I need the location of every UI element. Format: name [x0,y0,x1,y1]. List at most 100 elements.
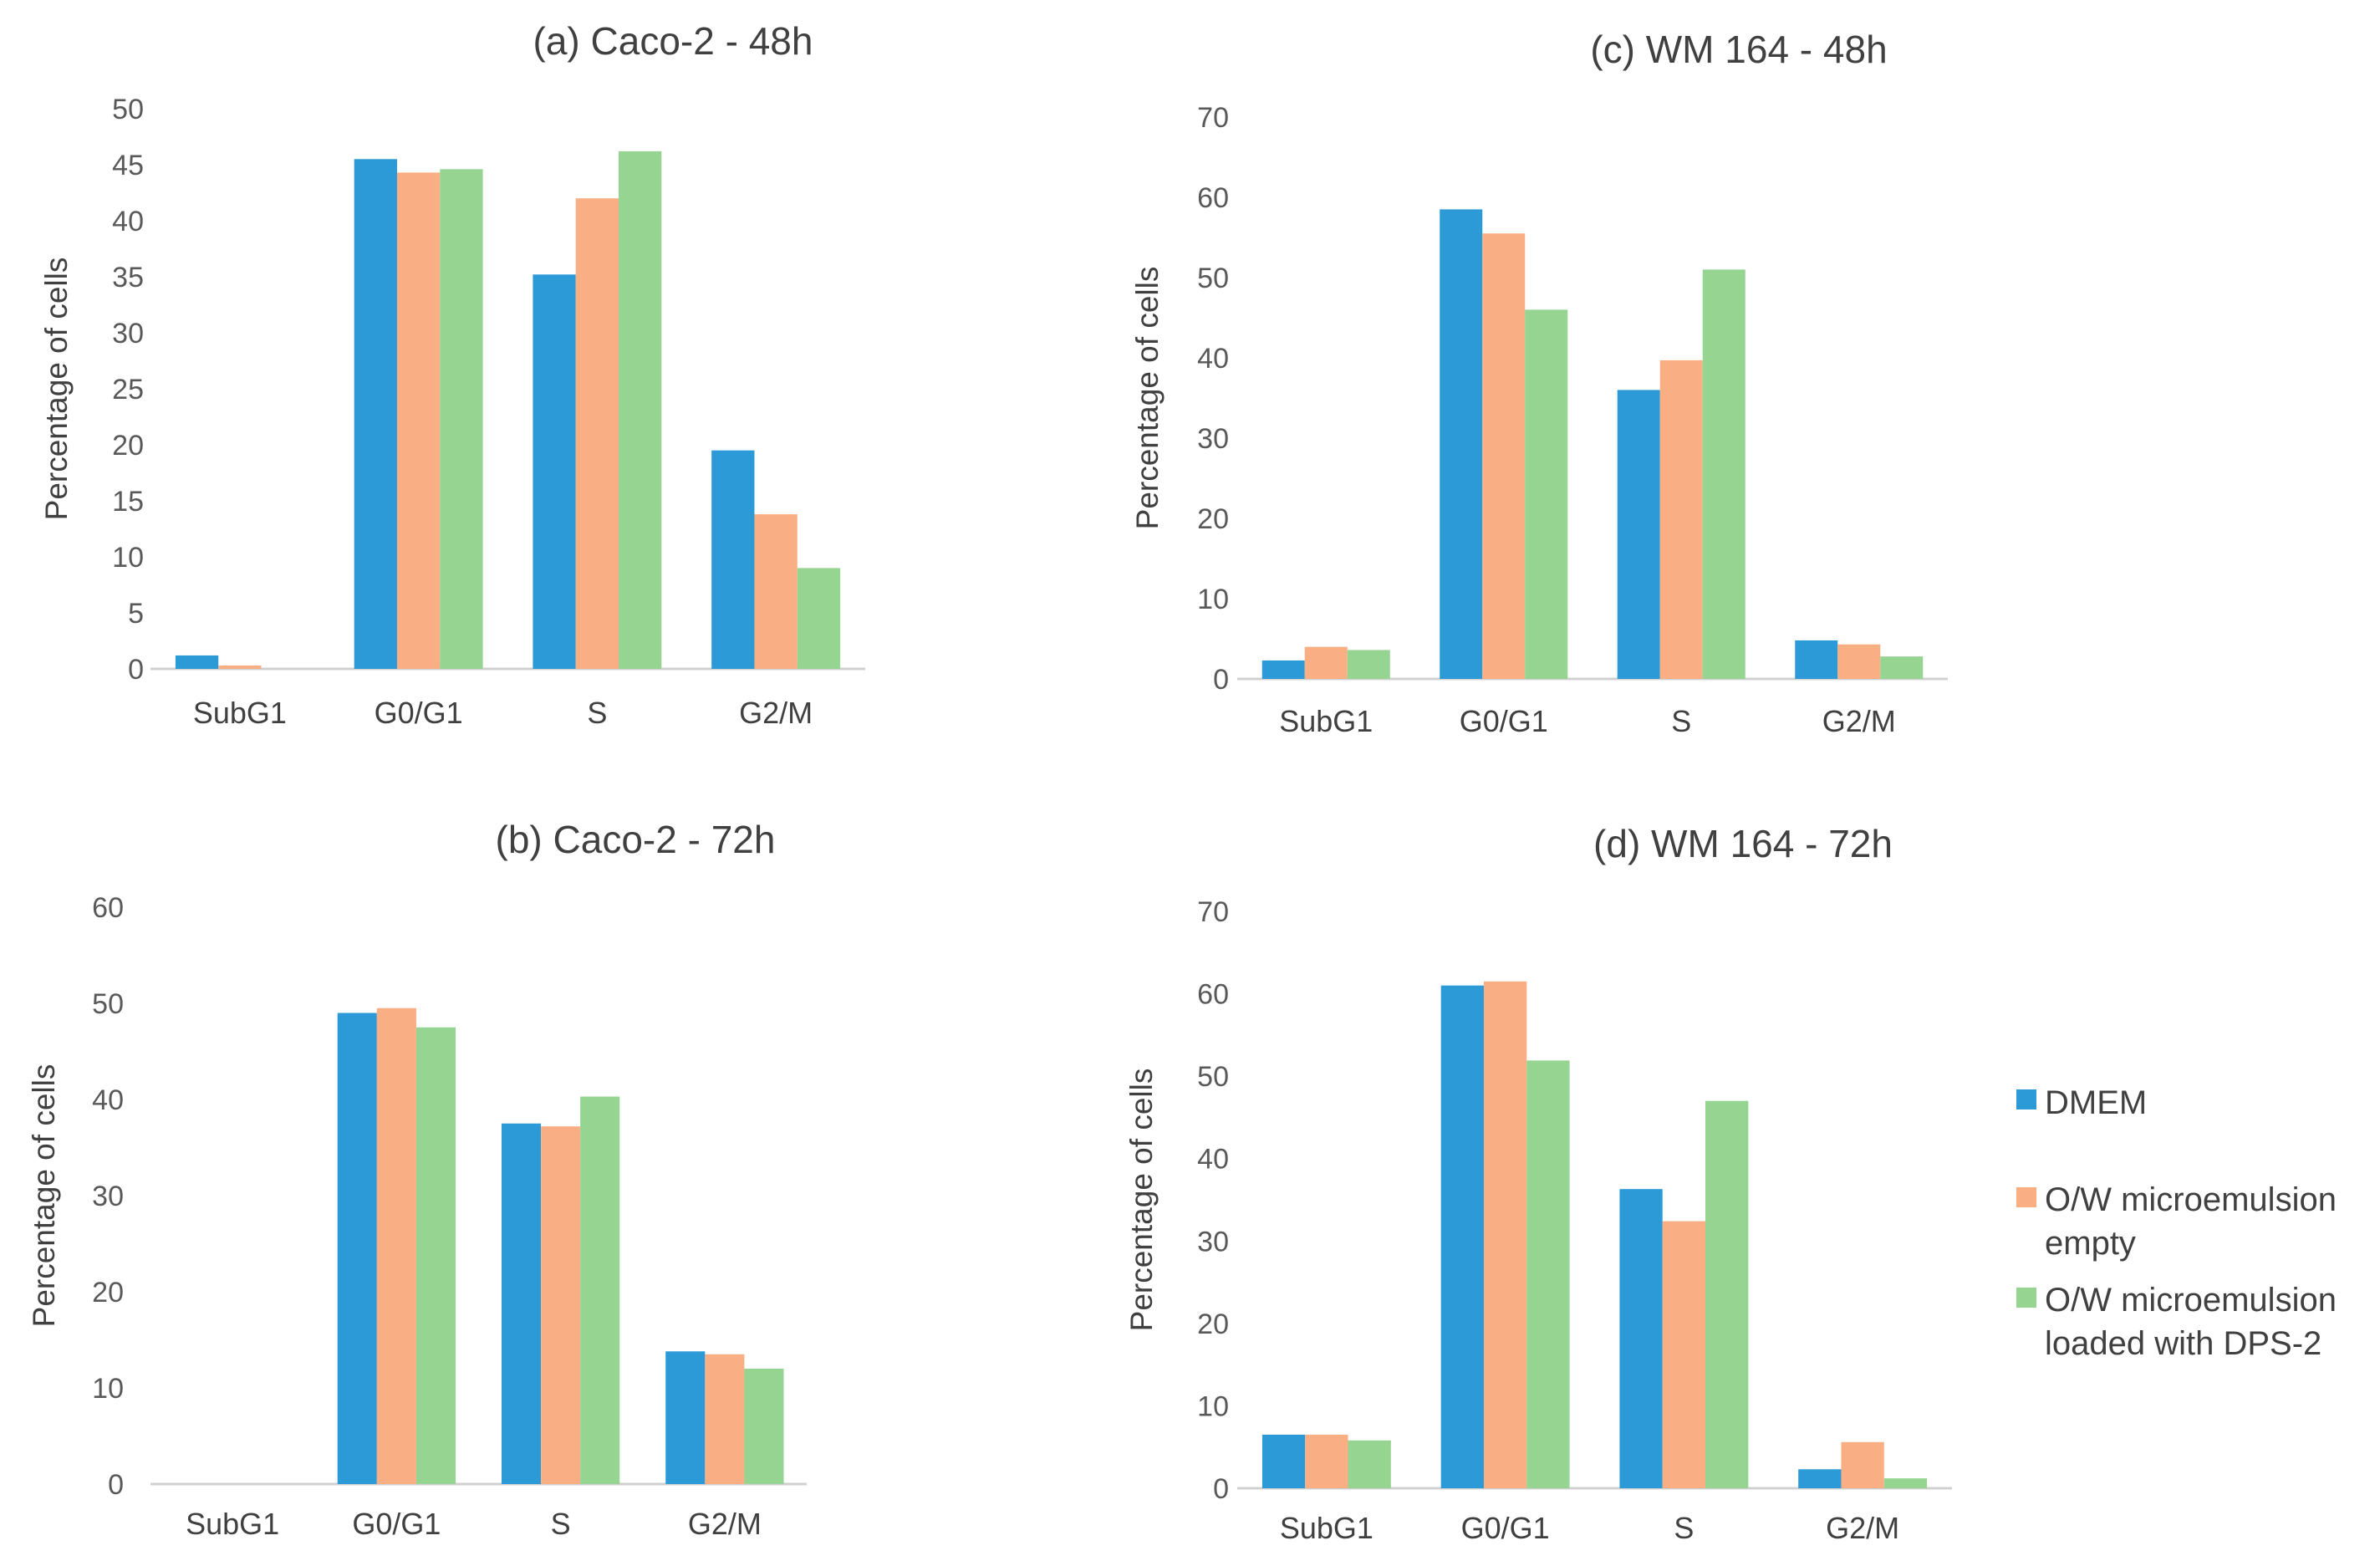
bar-d-1-2 [1526,1060,1570,1488]
bar-a-2-1 [575,198,619,669]
legend-label: loaded with DPS-2 [2045,1325,2321,1362]
x-category-label: G2/M [739,696,813,730]
bar-b-1-0 [337,1013,377,1484]
bar-b-3-1 [705,1354,745,1484]
x-category-label: S [1671,704,1691,738]
x-category-label: SubG1 [1280,1511,1373,1545]
bar-d-1-0 [1440,985,1484,1488]
legend-label: O/W microemulsion [2045,1181,2337,1218]
x-category-label: G2/M [1822,704,1896,738]
y-tick-label: 50 [112,94,144,125]
y-tick-label: 0 [128,654,144,686]
legend-item-empty: O/W microemulsion empty [2016,1181,2337,1262]
y-tick-label: 40 [112,206,144,237]
bar-c-3-0 [1795,640,1838,679]
bar-c-2-1 [1659,360,1703,679]
bar-d-0-2 [1348,1440,1391,1488]
x-category-label: G2/M [688,1507,762,1541]
legend-label: DMEM [2045,1084,2147,1121]
bar-b-2-1 [541,1126,581,1484]
y-tick-label: 15 [112,486,144,518]
legend-item-loaded: O/W microemulsion loaded with DPS-2 [2016,1282,2337,1362]
x-category-label: G2/M [1826,1511,1899,1545]
bar-a-1-0 [354,159,397,670]
y-tick-label: 40 [1197,343,1229,375]
y-tick-label: 20 [1197,1308,1229,1340]
x-category-label: SubG1 [186,1507,279,1541]
y-tick-label: 60 [1197,182,1229,214]
x-category-label: S [587,696,607,730]
bar-a-3-2 [797,568,841,669]
bar-a-3-1 [754,514,798,669]
bar-d-2-0 [1619,1189,1663,1488]
y-tick-label: 60 [92,892,124,924]
y-axis-label: Percentage of cells [1130,267,1165,530]
bar-c-1-1 [1482,233,1526,679]
bar-c-3-2 [1880,656,1924,679]
y-axis-label: Percentage of cells [39,258,74,521]
y-tick-label: 60 [1197,979,1229,1011]
y-tick-label: 20 [1197,503,1229,535]
bar-c-2-0 [1617,390,1660,679]
y-tick-label: 40 [1197,1144,1229,1176]
legend-label: empty [2045,1225,2136,1262]
legend-swatch [2016,1187,2036,1207]
x-category-label: SubG1 [193,696,287,730]
y-axis-label: Percentage of cells [1124,1069,1159,1332]
bar-c-0-2 [1347,650,1390,679]
x-category-label: G0/G1 [375,696,463,730]
legend-swatch [2016,1288,2036,1308]
bar-a-1-2 [440,169,483,670]
bar-c-3-1 [1837,644,1881,679]
bar-d-0-1 [1305,1434,1348,1488]
y-tick-label: 50 [1197,263,1229,294]
bar-a-2-0 [533,274,576,669]
y-tick-label: 70 [1197,102,1229,134]
bar-a-0-1 [218,665,262,669]
chart-title: (a) Caco-2 - 48h [533,19,813,63]
bar-d-0-0 [1261,1434,1306,1488]
y-tick-label: 25 [112,374,144,406]
bar-c-0-0 [1261,660,1305,679]
chart-title: (c) WM 164 - 48h [1590,28,1887,71]
chart-c: (c) WM 164 - 48h Percentage of cells 0 10 20… [1130,28,1948,738]
y-tick-label: 35 [112,262,144,293]
bar-d-3-1 [1841,1441,1884,1488]
y-tick-label: 30 [1197,1226,1229,1257]
bar-c-2-2 [1702,269,1746,679]
y-tick-label: 0 [108,1469,124,1501]
y-tick-label: 30 [92,1181,124,1212]
y-tick-label: 70 [1197,896,1229,928]
bar-a-1-1 [396,172,441,669]
y-tick-label: 30 [112,318,144,349]
bar-b-2-2 [580,1096,620,1484]
x-category-label: G0/G1 [1460,704,1548,738]
bar-d-2-1 [1662,1221,1706,1488]
legend-item-dmem: DMEM [2016,1084,2147,1121]
bar-d-3-0 [1798,1469,1842,1488]
y-tick-label: 40 [92,1084,124,1116]
bar-a-0-0 [175,655,219,669]
y-tick-label: 10 [112,542,144,574]
y-tick-label: 5 [128,598,144,630]
bar-b-3-0 [665,1351,706,1484]
x-category-label: G0/G1 [352,1507,441,1541]
x-category-label: S [551,1507,571,1541]
bar-c-1-2 [1525,309,1568,679]
y-tick-label: 10 [1197,1390,1229,1422]
bar-d-2-2 [1705,1100,1749,1488]
y-tick-label: 20 [112,430,144,462]
bar-b-3-2 [744,1369,784,1484]
legend-swatch [2016,1089,2036,1109]
bar-b-1-2 [415,1027,456,1484]
chart-panels: (a) Caco-2 - 48h Percentage of cells 0 5 10 1… [27,19,1952,1545]
y-tick-label: 50 [1197,1061,1229,1093]
y-tick-label: 30 [1197,423,1229,455]
legend-label: O/W microemulsion [2045,1282,2337,1319]
x-category-label: G0/G1 [1461,1511,1550,1545]
y-tick-label: 20 [92,1277,124,1308]
x-category-label: SubG1 [1279,704,1373,738]
chart-a: (a) Caco-2 - 48h Percentage of cells 0 5 10 1… [39,19,865,730]
